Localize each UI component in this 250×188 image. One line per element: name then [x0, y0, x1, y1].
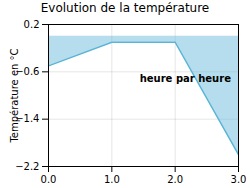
svg-text:heure par heure: heure par heure [140, 73, 231, 84]
svg-text:0.2: 0.2 [24, 19, 40, 30]
svg-text:−0.6: −0.6 [15, 66, 40, 77]
html-text:Evolution de la température: Evolution de la température [40, 1, 210, 15]
svg-text:1.0: 1.0 [104, 174, 120, 185]
svg-text:3.0: 3.0 [231, 174, 247, 185]
svg-text:−1.4: −1.4 [15, 113, 40, 125]
svg-text:Température en °C: Température en °C [9, 48, 20, 143]
svg-text:0.0: 0.0 [41, 174, 57, 185]
svg-text:2.0: 2.0 [167, 174, 183, 185]
svg-text:−2.2: −2.2 [15, 161, 39, 172]
